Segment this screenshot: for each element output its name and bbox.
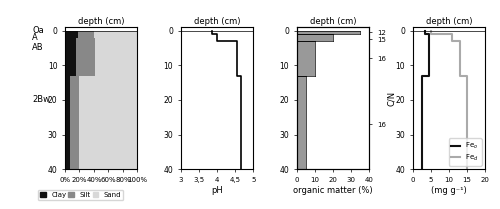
Fe$_o$: [422, 29, 428, 32]
Title: depth (cm): depth (cm): [78, 17, 124, 26]
X-axis label: pH: pH: [211, 186, 223, 195]
Fe$_d$: [428, 29, 434, 32]
Line: Fe$_d$: Fe$_d$: [430, 31, 467, 169]
Fe$_d$: [450, 40, 456, 42]
Fe$_o$: [426, 33, 432, 35]
Fe$_o$: [426, 40, 432, 42]
Legend: Fe$_o$, Fe$_d$: Fe$_o$, Fe$_d$: [448, 139, 482, 166]
Fe$_o$: [418, 168, 424, 171]
Text: A: A: [32, 33, 38, 42]
Fe$_d$: [464, 168, 470, 171]
Fe$_o$: [426, 40, 432, 42]
X-axis label: organic matter (%): organic matter (%): [293, 186, 372, 195]
Line: Fe$_o$: Fe$_o$: [422, 31, 429, 169]
Fe$_o$: [418, 74, 424, 77]
Fe$_d$: [456, 74, 462, 77]
Fe$_d$: [450, 33, 456, 35]
Legend: Clay, Silt, Sand: Clay, Silt, Sand: [38, 190, 123, 200]
Y-axis label: C/N: C/N: [387, 91, 396, 106]
Title: depth (cm): depth (cm): [426, 17, 472, 26]
Fe$_d$: [464, 74, 470, 77]
Text: Oa: Oa: [32, 26, 44, 35]
X-axis label: (mg g⁻¹): (mg g⁻¹): [431, 186, 466, 195]
Fe$_o$: [426, 74, 432, 77]
Text: AB: AB: [32, 43, 44, 52]
Title: depth (cm): depth (cm): [310, 17, 356, 26]
Fe$_d$: [428, 33, 434, 35]
Fe$_d$: [456, 40, 462, 42]
Title: depth (cm): depth (cm): [194, 17, 240, 26]
Text: 2Bw: 2Bw: [32, 96, 50, 104]
Fe$_o$: [422, 33, 428, 35]
